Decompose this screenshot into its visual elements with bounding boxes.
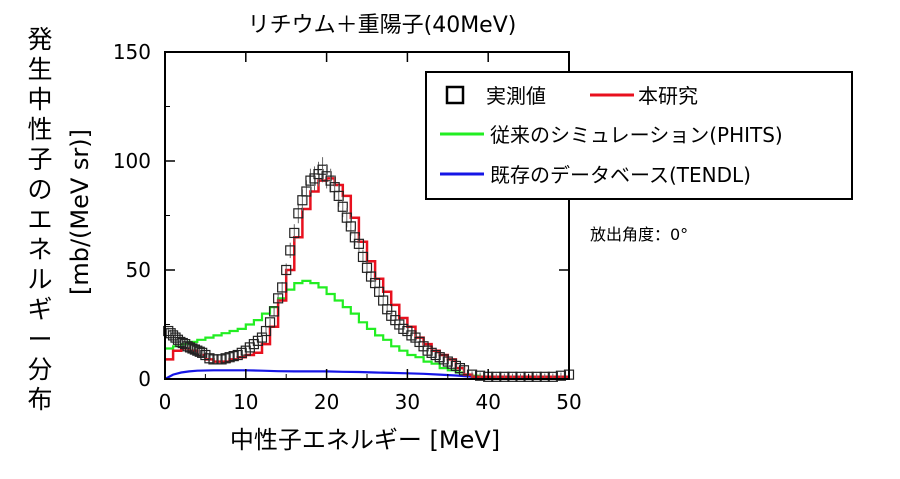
axis-ticks: 0 10 20 30 40 50 0 50 100 150 xyxy=(113,40,582,414)
data-point xyxy=(289,227,300,239)
chart-title: リチウム＋重陽子(40MeV) xyxy=(248,13,517,38)
data-point xyxy=(475,370,486,381)
data-point xyxy=(507,371,518,382)
y-tick-label: 50 xyxy=(126,258,151,282)
x-tick-label: 20 xyxy=(314,390,339,414)
data-point xyxy=(491,371,502,382)
data-point xyxy=(357,251,369,263)
legend-label-this-study: 本研究 xyxy=(638,84,698,108)
y-axis-label-char: 分 xyxy=(27,355,52,384)
data-point xyxy=(515,371,526,382)
y-axis-label-char: ネ xyxy=(27,235,52,264)
legend-box xyxy=(425,71,853,200)
legend-label-measured: 実測値 xyxy=(486,84,546,108)
data-point xyxy=(539,371,550,382)
data-point xyxy=(264,317,276,328)
legend-label-phits: 従来のシミュレーション(PHITS) xyxy=(490,123,783,147)
y-axis-label-char: 布 xyxy=(27,385,52,414)
data-point xyxy=(531,371,542,382)
data-point xyxy=(499,371,510,382)
y-tick-label: 150 xyxy=(113,40,151,64)
y-axis-label-char: ギ xyxy=(27,295,52,324)
x-tick-label: 10 xyxy=(233,390,258,414)
y-axis-label-char: 中 xyxy=(27,85,52,114)
y-axis-label-char: ー xyxy=(27,325,52,354)
data-point xyxy=(194,346,205,357)
y-axis-label-char: ル xyxy=(27,265,52,294)
data-point xyxy=(285,245,296,256)
data-point xyxy=(337,201,348,212)
x-axis-label: 中性子エネルギー [MeV] xyxy=(230,426,500,454)
data-point xyxy=(277,282,288,293)
angle-annotation: 放出角度：0° xyxy=(590,225,688,244)
x-tick-label: 50 xyxy=(556,390,581,414)
x-tick-label: 30 xyxy=(395,390,420,414)
data-point xyxy=(268,306,280,317)
data-point xyxy=(197,347,208,358)
data-point xyxy=(547,371,558,382)
data-point xyxy=(281,264,292,276)
y-axis-label-char: エ xyxy=(27,205,52,234)
y-axis-label-unit: [mb/(MeV sr)] xyxy=(66,129,94,295)
data-point xyxy=(293,208,304,219)
x-tick-label: 40 xyxy=(475,390,500,414)
y-axis-label-char: 発 xyxy=(27,25,52,54)
data-point xyxy=(523,371,534,382)
y-axis-label-char: の xyxy=(27,175,52,204)
data-point xyxy=(555,370,567,381)
data-point xyxy=(273,293,284,304)
legend-marker-measured xyxy=(445,85,465,105)
data-point xyxy=(345,221,356,232)
y-axis-label-char: 性 xyxy=(27,115,52,144)
legend-label-tendl: 既存のデータベース(TENDL) xyxy=(490,163,751,187)
data-point xyxy=(353,238,365,249)
y-axis-label-char: 生 xyxy=(27,55,52,84)
x-tick-label: 0 xyxy=(159,390,172,414)
y-tick-label: 100 xyxy=(113,149,151,173)
data-point xyxy=(333,190,344,201)
series-layer xyxy=(163,157,575,382)
y-axis-label-char: 子 xyxy=(27,145,52,174)
y-tick-label: 0 xyxy=(138,367,151,391)
